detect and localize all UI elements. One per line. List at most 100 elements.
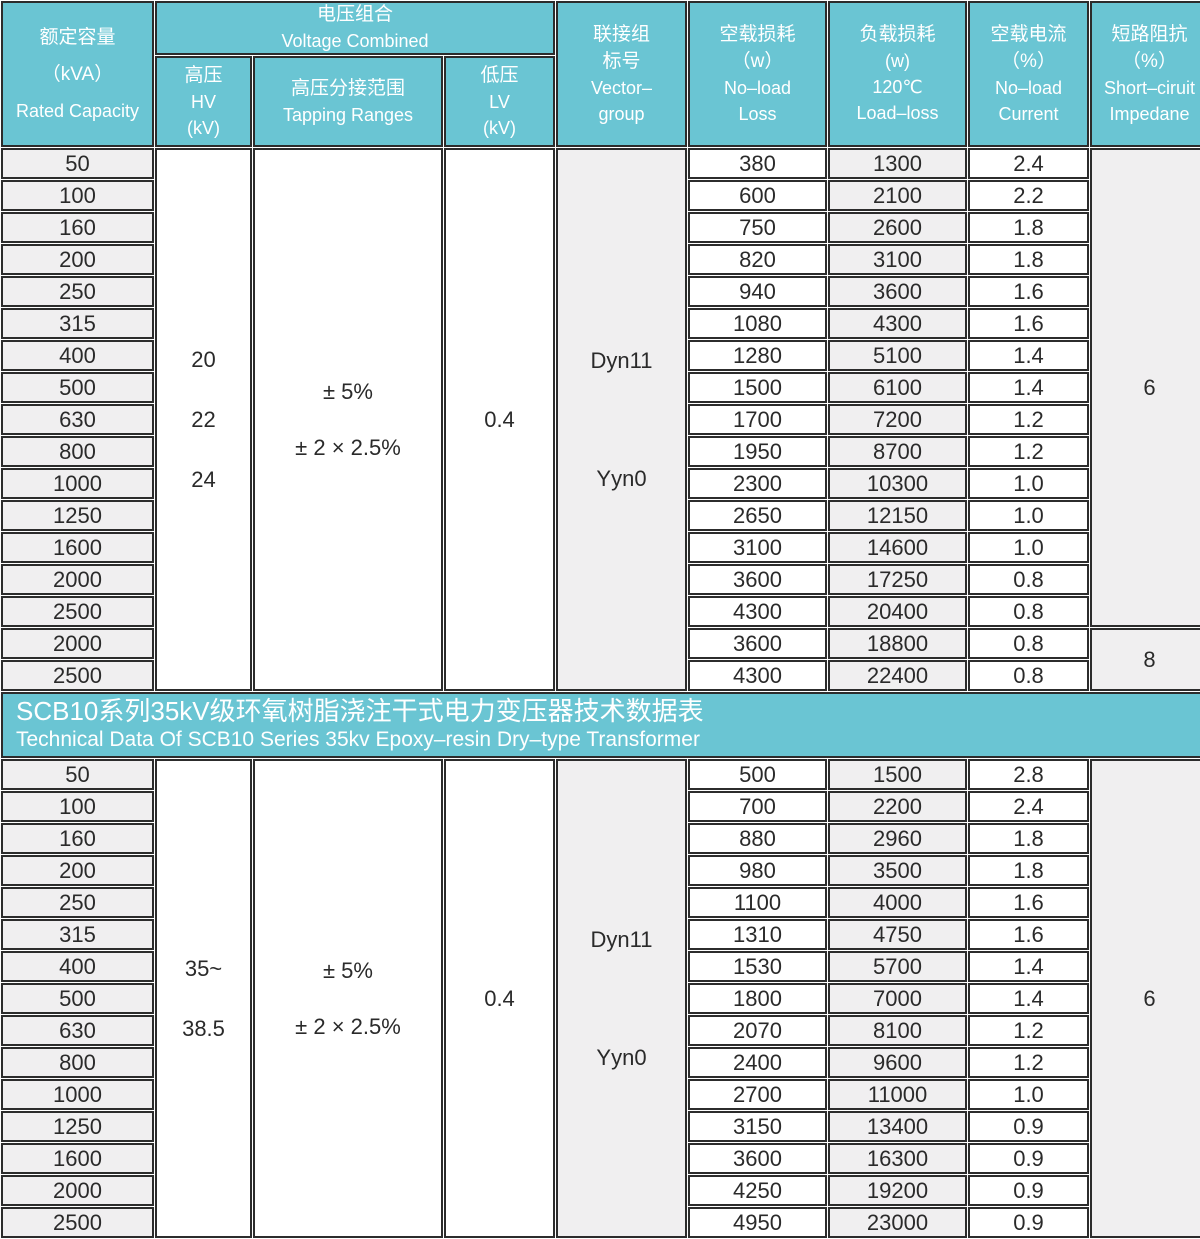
header-voltage-combined-en: Voltage Combined — [281, 31, 429, 51]
data-row: 100 600 2100 2.2 — [1, 180, 1200, 211]
data-row: 2000 3600 17250 0.8 — [1, 564, 1200, 595]
header-short-circuit-impedance-en1: Short–ciruit — [1103, 77, 1196, 98]
no-load-current-cell: 1.4 — [968, 372, 1089, 403]
data-row: 160 880 2960 1.8 — [1, 823, 1200, 854]
no-load-current-cell: 1.2 — [968, 1015, 1089, 1046]
no-load-current-cell: 1.8 — [968, 244, 1089, 275]
header-load-loss-en: Load–loss — [856, 103, 939, 123]
hv-merged-cell-value: 38.5 — [182, 1015, 225, 1041]
header-load-loss-temp: 120℃ — [872, 77, 923, 97]
no-load-loss-cell: 500 — [688, 759, 827, 790]
no-load-current-cell: 0.8 — [968, 628, 1089, 659]
banner-section: SCB10系列35kV级环氧树脂浇注干式电力变压器技术数据表 Technical… — [1, 692, 1200, 758]
load-loss-cell: 6100 — [828, 372, 967, 403]
rated-capacity-cell: 2500 — [1, 596, 154, 627]
data-row: 500 1800 7000 1.4 — [1, 983, 1200, 1014]
rated-capacity-cell: 50 — [1, 759, 154, 790]
header-hv: 高压 HV (kV) — [155, 56, 252, 147]
tapping-range-merged-cell-value: ± 5% — [323, 378, 373, 404]
rated-capacity-cell: 315 — [1, 308, 154, 339]
no-load-loss-cell: 1100 — [688, 887, 827, 918]
header-rated-capacity-zh: 额定容量 — [39, 26, 116, 48]
no-load-loss-cell: 1080 — [688, 308, 827, 339]
load-loss-cell: 18800 — [828, 628, 967, 659]
impedance-merged-cell: 8 — [1090, 628, 1200, 691]
header-no-load-loss-en1: No–load — [723, 77, 792, 98]
header-row-1: 额定容量 （kVA） Rated Capacity 电压组合 Voltage C… — [1, 1, 1200, 147]
hv-merged-cell-stack: 20 22 24 — [157, 347, 250, 493]
header-vector-group-stack: 联接组 标号 Vector– group — [558, 23, 685, 126]
header-rated-capacity-stack: 额定容量 （kVA） Rated Capacity — [3, 26, 152, 123]
rated-capacity-cell: 100 — [1, 180, 154, 211]
header-lv-stack: 低压 LV (kV) — [446, 64, 553, 140]
load-loss-cell: 1300 — [828, 148, 967, 179]
tapping-range-merged-cell-value: ± 5% — [323, 957, 373, 983]
header-hv-en: HV — [190, 91, 216, 112]
data-row: 1600 3100 14600 1.0 — [1, 532, 1200, 563]
tapping-range-merged-cell: ± 5% ± 2 × 2.5% — [253, 759, 443, 1238]
table-section-1: 50 20 22 24 ± 5% ± 2 × 2.5% 0.4 Dyn11 Yyn0 380 130… — [1, 148, 1200, 691]
tapping-range-merged-cell: ± 5% ± 2 × 2.5% — [253, 148, 443, 691]
no-load-loss-cell: 2650 — [688, 500, 827, 531]
rated-capacity-cell: 2000 — [1, 564, 154, 595]
header-lv-en: LV — [489, 91, 510, 112]
no-load-loss-cell: 3600 — [688, 564, 827, 595]
no-load-loss-cell: 3600 — [688, 628, 827, 659]
impedance-merged-cell: 6 — [1090, 759, 1200, 1238]
data-row: 1600 3600 16300 0.9 — [1, 1143, 1200, 1174]
header-no-load-loss-stack: 空载损耗 （w） No–load Loss — [690, 23, 825, 126]
vector-group-merged-cell-stack: Dyn11 Yyn0 — [558, 927, 685, 1071]
header-lv-unit: (kV) — [483, 117, 516, 138]
no-load-current-cell: 1.2 — [968, 1047, 1089, 1078]
no-load-current-cell: 1.2 — [968, 436, 1089, 467]
rated-capacity-cell: 1250 — [1, 500, 154, 531]
load-loss-cell: 17250 — [828, 564, 967, 595]
data-row: 2000 4250 19200 0.9 — [1, 1175, 1200, 1206]
no-load-current-cell: 1.8 — [968, 823, 1089, 854]
rated-capacity-cell: 2000 — [1, 628, 154, 659]
no-load-loss-cell: 1530 — [688, 951, 827, 982]
data-row: 200 820 3100 1.8 — [1, 244, 1200, 275]
header-voltage-combined: 电压组合 Voltage Combined — [155, 1, 555, 55]
no-load-loss-cell: 1800 — [688, 983, 827, 1014]
header-row-2: 高压 HV (kV) 高压分接范围 Tapping Ranges 低压 LV (… — [1, 56, 1200, 147]
table-section-2: 50 35~ 38.5 ± 5% ± 2 × 2.5% 0.4 Dyn11 Yyn0 500 15… — [1, 759, 1200, 1238]
load-loss-cell: 3500 — [828, 855, 967, 886]
rated-capacity-cell: 1250 — [1, 1111, 154, 1142]
load-loss-cell: 23000 — [828, 1207, 967, 1238]
no-load-loss-cell: 600 — [688, 180, 827, 211]
header-lv: 低压 LV (kV) — [444, 56, 555, 147]
no-load-current-cell: 1.6 — [968, 919, 1089, 950]
load-loss-cell: 7200 — [828, 404, 967, 435]
load-loss-cell: 4750 — [828, 919, 967, 950]
no-load-current-cell: 1.0 — [968, 468, 1089, 499]
banner-title-en: Technical Data Of SCB10 Series 35kv Epox… — [16, 728, 700, 751]
header-short-circuit-impedance-unit: （%） — [1122, 50, 1177, 72]
no-load-loss-cell: 3100 — [688, 532, 827, 563]
tapping-range-merged-cell-stack: ± 5% ± 2 × 2.5% — [255, 379, 441, 461]
no-load-loss-cell: 2070 — [688, 1015, 827, 1046]
load-loss-cell: 7000 — [828, 983, 967, 1014]
rated-capacity-cell: 315 — [1, 919, 154, 950]
lv-merged-cell: 0.4 — [444, 148, 555, 691]
data-row: 2500 4950 23000 0.9 — [1, 1207, 1200, 1238]
no-load-current-cell: 0.9 — [968, 1143, 1089, 1174]
data-row: 400 1530 5700 1.4 — [1, 951, 1200, 982]
rated-capacity-cell: 50 — [1, 148, 154, 179]
vector-group-merged-cell-value: Dyn11 — [590, 926, 653, 952]
rated-capacity-cell: 2000 — [1, 1175, 154, 1206]
header-vector-group-en2: group — [598, 103, 645, 124]
header-no-load-current-stack: 空载电流 （%） No–load Current — [970, 23, 1087, 126]
header-no-load-current-unit: （%） — [1001, 50, 1056, 72]
load-loss-cell: 5100 — [828, 340, 967, 371]
load-loss-cell: 4000 — [828, 887, 967, 918]
data-row: 800 1950 8700 1.2 — [1, 436, 1200, 467]
header-short-circuit-impedance-en2: Impedane — [1109, 103, 1190, 124]
no-load-current-cell: 2.4 — [968, 791, 1089, 822]
no-load-loss-cell: 4300 — [688, 596, 827, 627]
header-load-loss-zh: 负载损耗 — [859, 24, 936, 45]
load-loss-cell: 8700 — [828, 436, 967, 467]
rated-capacity-cell: 1000 — [1, 468, 154, 499]
no-load-loss-cell: 700 — [688, 791, 827, 822]
